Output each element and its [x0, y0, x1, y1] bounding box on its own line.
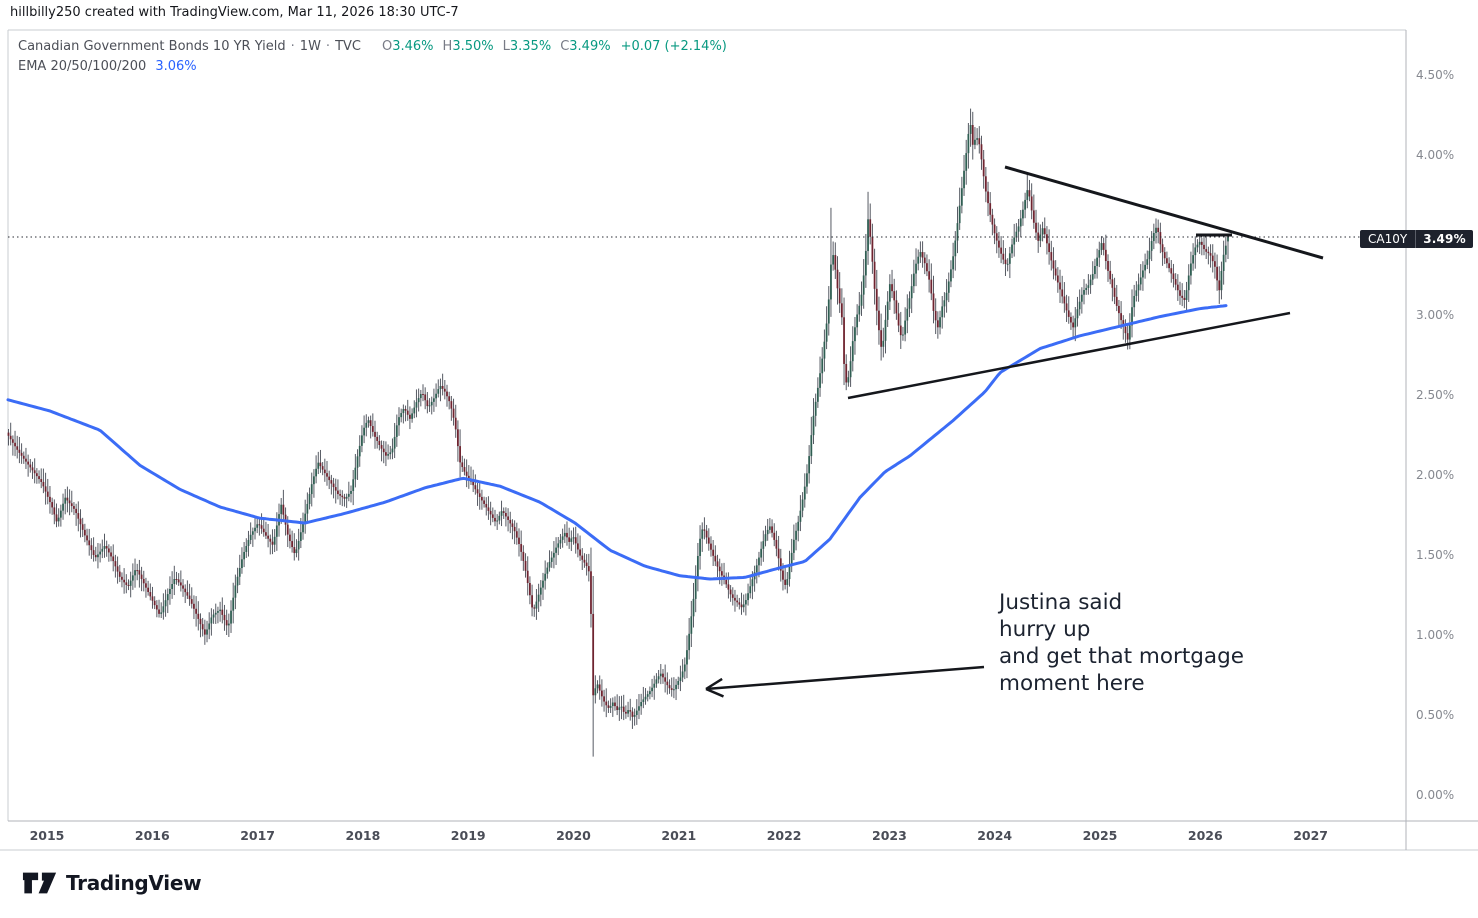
ema-indicator-label[interactable]: EMA 20/50/100/200 — [18, 59, 147, 74]
ema-indicator-value: 3.06% — [155, 59, 197, 74]
svg-text:2016: 2016 — [135, 828, 170, 843]
exchange-label[interactable]: TVC — [335, 39, 361, 54]
svg-text:2027: 2027 — [1293, 828, 1328, 843]
change-value: +0.07 (+2.14%) — [620, 39, 727, 54]
attribution-text: hillbilly250 created with TradingView.co… — [10, 5, 459, 20]
time-axis[interactable]: 2015 2016 2017 2018 2019 2020 2021 2022 2023 2024… — [30, 828, 1328, 843]
low-value: 3.35% — [509, 39, 552, 54]
text-annotation-drawing[interactable]: Justina said hurry up and get that mortg… — [999, 589, 1244, 697]
interval-label[interactable]: 1W — [299, 39, 321, 54]
arrow-drawing — [705, 665, 985, 698]
svg-text:2.00%: 2.00% — [1416, 468, 1454, 482]
tradingview-logo[interactable]: TradingView — [22, 871, 202, 895]
last-price-label: CA10Y 3.49% — [1360, 230, 1473, 248]
annotation-line: moment here — [999, 671, 1145, 696]
open-value: 3.46% — [392, 39, 434, 54]
legend-main-row: Canadian Government Bonds 10 YR Yield · 1W… — [18, 37, 727, 57]
svg-text:2024: 2024 — [977, 828, 1012, 843]
svg-text:2022: 2022 — [767, 828, 802, 843]
candles-layer — [7, 108, 1229, 757]
svg-text:0.50%: 0.50% — [1416, 708, 1454, 722]
tradingview-logo-text: TradingView — [66, 871, 202, 895]
svg-text:2021: 2021 — [661, 828, 696, 843]
annotation-line: and get that mortgage — [999, 644, 1244, 669]
annotation-line: hurry up — [999, 617, 1091, 642]
ohlc-values: O3.46% H3.50% L3.35% C3.49% — [373, 39, 611, 54]
svg-text:2023: 2023 — [872, 828, 907, 843]
svg-text:1.50%: 1.50% — [1416, 548, 1454, 562]
svg-text:2015: 2015 — [30, 828, 65, 843]
close-value: 3.49% — [569, 39, 611, 54]
svg-text:2017: 2017 — [240, 828, 275, 843]
svg-text:1.00%: 1.00% — [1416, 628, 1454, 642]
open-key: O — [381, 39, 393, 54]
svg-text:0.00%: 0.00% — [1416, 788, 1454, 802]
chart-legend: Canadian Government Bonds 10 YR Yield · 1W… — [18, 37, 727, 77]
high-value: 3.50% — [452, 39, 494, 54]
svg-text:2.50%: 2.50% — [1416, 388, 1454, 402]
svg-text:2026: 2026 — [1188, 828, 1223, 843]
svg-text:2020: 2020 — [556, 828, 591, 843]
legend-separator: · — [325, 39, 331, 54]
chart-borders — [0, 29, 1478, 851]
svg-text:2018: 2018 — [346, 828, 381, 843]
svg-text:2025: 2025 — [1083, 828, 1118, 843]
low-key: L — [502, 39, 510, 54]
trendline-drawings — [847, 165, 1324, 400]
symbol-title[interactable]: Canadian Government Bonds 10 YR Yield — [18, 39, 286, 54]
svg-text:4.50%: 4.50% — [1416, 68, 1454, 82]
legend-separator: · — [290, 39, 295, 54]
svg-text:3.00%: 3.00% — [1416, 308, 1454, 322]
high-key: H — [442, 39, 453, 54]
annotation-line: Justina said — [999, 590, 1123, 615]
svg-text:2019: 2019 — [451, 828, 486, 843]
close-key: C — [560, 39, 570, 54]
symbol-ticker: CA10Y — [1360, 230, 1417, 248]
legend-indicator-row[interactable]: EMA 20/50/100/200 3.06% — [18, 57, 727, 77]
tradingview-logo-icon — [22, 872, 57, 894]
last-price-value: 3.49% — [1423, 232, 1466, 246]
price-axis[interactable]: 4.50%4.00%3.50%3.00%2.50%2.00%1.50%1.00%… — [1416, 68, 1454, 802]
ema-line — [6, 304, 1228, 581]
svg-text:4.00%: 4.00% — [1416, 148, 1454, 162]
